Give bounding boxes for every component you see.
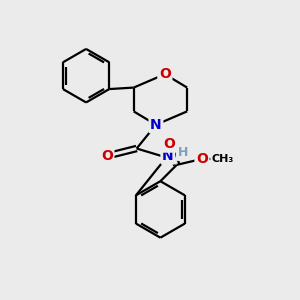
Text: O: O bbox=[164, 137, 175, 151]
Text: O: O bbox=[196, 152, 208, 166]
Text: H: H bbox=[178, 146, 188, 160]
Text: CH₃: CH₃ bbox=[212, 154, 234, 164]
Text: O: O bbox=[101, 149, 113, 163]
Text: N: N bbox=[162, 149, 174, 163]
Text: N: N bbox=[150, 118, 162, 132]
Text: O: O bbox=[159, 67, 171, 81]
